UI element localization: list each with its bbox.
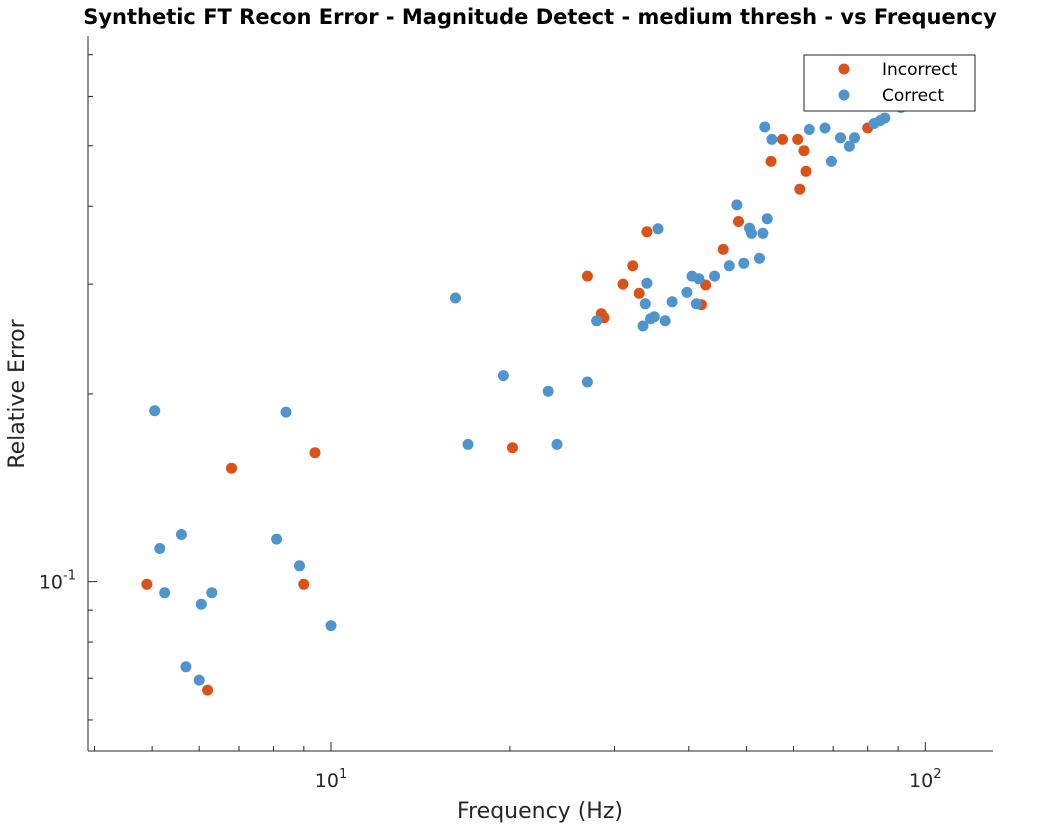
data-point-correct (280, 406, 292, 418)
data-point-incorrect (733, 216, 744, 227)
x-ticks (94, 742, 926, 751)
data-point-correct (757, 227, 769, 239)
data-point-correct (450, 292, 461, 304)
data-point-correct (759, 121, 771, 133)
data-point-correct (693, 273, 705, 285)
data-point-correct (825, 155, 837, 167)
data-point-correct (690, 298, 702, 310)
data-point-correct (761, 213, 773, 225)
data-point-correct (648, 311, 660, 323)
data-point-correct (843, 140, 855, 152)
data-point-correct (180, 661, 192, 673)
data-point-correct (639, 298, 651, 310)
data-point-correct (497, 370, 509, 382)
data-point-correct (641, 277, 653, 289)
data-point-correct (325, 620, 337, 632)
data-point-correct (154, 543, 166, 554)
data-point-incorrect (641, 226, 653, 238)
data-point-correct (766, 133, 778, 145)
legend-box (803, 54, 976, 112)
data-point-correct (206, 587, 218, 599)
data-point-incorrect (581, 270, 593, 282)
data-points (141, 102, 907, 696)
data-point-incorrect (617, 278, 629, 290)
axes (87, 36, 993, 752)
x-axis-label: Frequency (Hz) (457, 799, 623, 824)
data-point-incorrect (765, 155, 777, 167)
legend-label-incorrect: Incorrect (882, 60, 958, 80)
data-point-correct (462, 438, 474, 450)
data-point-correct (709, 270, 721, 282)
data-point-correct (175, 529, 187, 540)
data-point-correct (754, 252, 765, 264)
data-point-correct (652, 223, 664, 235)
data-point-incorrect (717, 243, 729, 255)
data-point-correct (723, 260, 735, 272)
data-point-incorrect (226, 462, 237, 474)
data-point-incorrect (798, 145, 810, 157)
data-point-correct (731, 199, 743, 211)
data-point-incorrect (777, 133, 788, 145)
data-point-correct (849, 132, 860, 144)
legend: Incorrect Correct (803, 54, 976, 112)
data-point-incorrect (627, 260, 639, 272)
data-point-incorrect (507, 442, 518, 454)
x-tick-label: 101 (315, 767, 347, 792)
data-point-correct (835, 132, 846, 144)
data-point-correct (195, 598, 207, 610)
chart-title: Synthetic FT Recon Error - Magnitude Det… (83, 5, 997, 29)
y-ticks (88, 54, 97, 721)
data-point-incorrect (298, 578, 310, 590)
data-point-incorrect (633, 287, 645, 299)
data-point-correct (193, 674, 205, 686)
y-axis-label: Relative Error (5, 318, 30, 468)
y-tick-labels: 10-1 (39, 569, 76, 594)
data-point-incorrect (800, 165, 812, 177)
legend-label-correct: Correct (882, 86, 944, 106)
data-point-correct (591, 315, 603, 327)
y-tick-label: 10-1 (39, 569, 76, 594)
data-point-incorrect (792, 133, 804, 145)
data-point-correct (681, 286, 693, 298)
data-point-incorrect (309, 447, 321, 459)
data-point-correct (879, 112, 891, 124)
data-point-correct (581, 376, 593, 388)
data-point-incorrect (202, 684, 214, 696)
legend-marker-correct (838, 89, 850, 101)
data-point-correct (659, 315, 671, 327)
data-point-correct (637, 320, 649, 332)
data-point-correct (159, 587, 171, 599)
data-point-correct (542, 385, 554, 397)
data-point-incorrect (794, 183, 806, 195)
data-point-correct (551, 438, 563, 450)
data-point-correct (738, 257, 750, 269)
data-point-correct (294, 560, 305, 572)
x-tick-labels: 101 102 (315, 767, 942, 792)
data-point-incorrect (141, 578, 153, 590)
data-point-correct (803, 124, 815, 135)
data-point-correct (149, 405, 161, 417)
data-point-correct (746, 227, 757, 239)
legend-marker-incorrect (838, 63, 850, 75)
data-point-correct (271, 533, 283, 545)
data-point-correct (819, 122, 831, 134)
x-tick-label: 102 (909, 767, 941, 792)
data-point-correct (666, 296, 678, 308)
